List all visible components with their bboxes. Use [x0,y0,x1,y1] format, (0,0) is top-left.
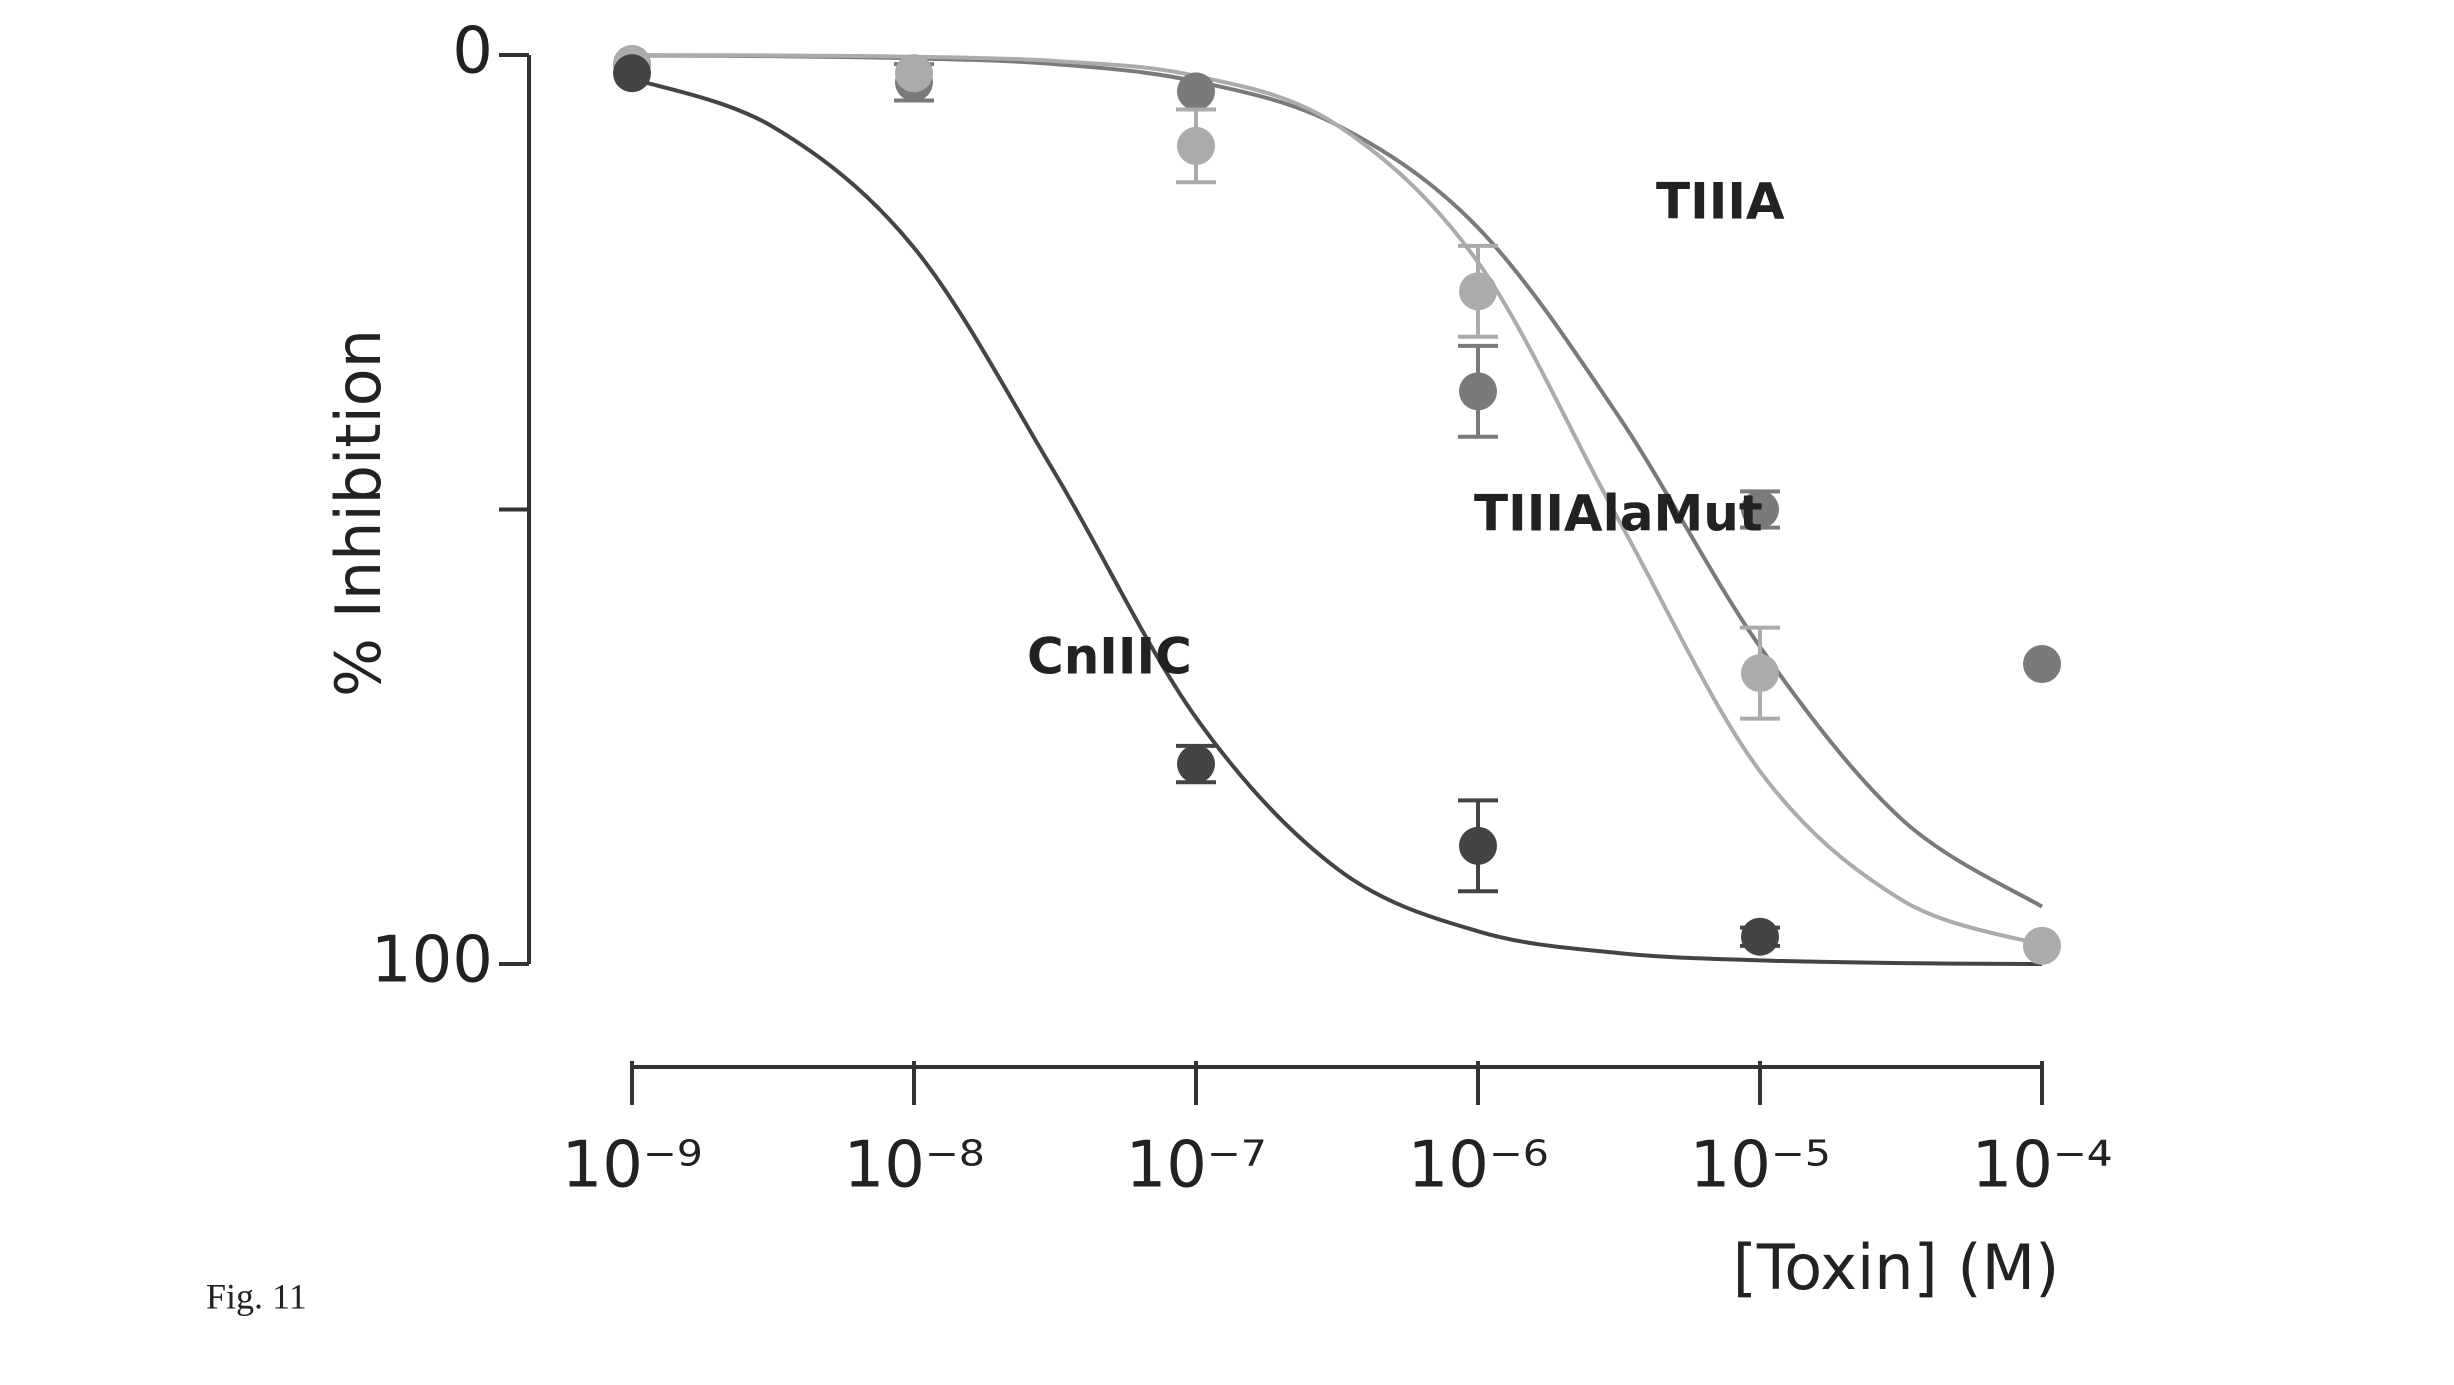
figure-caption: Fig. 11 [206,1276,307,1316]
series-label: TIIIA [1656,173,1785,231]
x-tick-label: 10⁻⁸ [844,1129,985,1203]
y-tick-label: 0 [452,15,493,89]
data-point [1741,490,1779,529]
x-tick-label: 10⁻⁷ [1126,1129,1267,1203]
data-point [1459,272,1497,311]
x-tick-label: 10⁻⁴ [1972,1129,2113,1203]
fit-curve [631,53,2043,947]
data-point [1177,72,1215,111]
data-point [895,54,933,93]
y-tick-label: 100 [371,924,493,998]
x-tick-label: 10⁻⁵ [1690,1129,1831,1203]
fit-curve [631,76,2043,966]
series-label: TIIIAlaMut [1474,485,1763,543]
x-axis-title: [Toxin] (M) [1733,1231,2060,1304]
data-point [1459,826,1497,865]
data-point [1177,126,1215,165]
y-axis-title: % Inhibition [322,329,395,697]
data-point [2023,926,2061,965]
fit-curve [631,53,2044,909]
data-point [613,54,651,93]
data-point [1741,654,1779,693]
data-point [1177,745,1215,784]
x-tick-label: 10⁻⁶ [1408,1129,1549,1203]
series-label: CnIIIC [1027,628,1192,686]
x-tick-label: 10⁻⁹ [562,1129,703,1203]
data-point [1741,917,1779,956]
data-point [1459,372,1497,411]
data-point [2023,645,2061,684]
